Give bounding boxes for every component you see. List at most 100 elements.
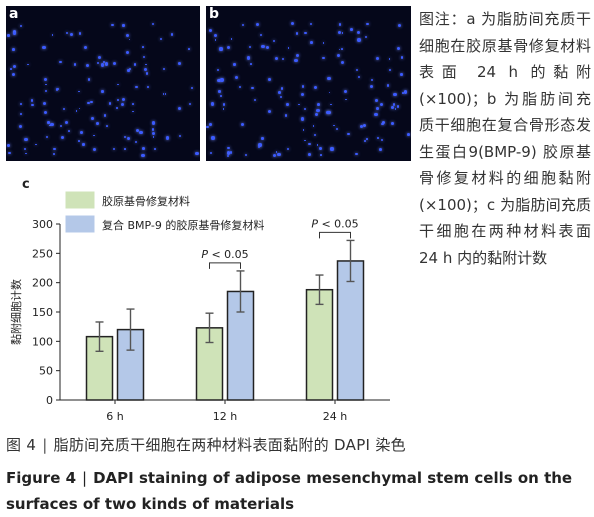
caption-cn-label: 图 4 bbox=[6, 436, 37, 454]
cell-nucleus bbox=[238, 85, 241, 88]
cell-nucleus bbox=[60, 135, 64, 140]
cell-nucleus bbox=[70, 32, 74, 36]
cell-nucleus bbox=[379, 148, 382, 151]
cell-nucleus bbox=[341, 32, 344, 35]
cell-nucleus bbox=[359, 124, 363, 128]
legend-label-1: 胶原基骨修复材料 bbox=[102, 194, 190, 208]
cell-nucleus bbox=[330, 147, 334, 151]
cell-nucleus bbox=[265, 45, 269, 49]
cell-nucleus bbox=[188, 47, 190, 50]
cell-nucleus bbox=[147, 86, 149, 89]
cell-nucleus bbox=[290, 22, 295, 26]
cell-nucleus bbox=[188, 103, 191, 106]
legend-label-2: 复合 BMP-9 的胶原基骨修复材料 bbox=[102, 218, 264, 232]
cell-nucleus bbox=[333, 124, 335, 127]
cell-nucleus bbox=[98, 56, 102, 60]
cell-nucleus bbox=[45, 135, 48, 139]
cell-nucleus bbox=[281, 87, 284, 90]
cell-nucleus bbox=[258, 145, 261, 149]
cell-nucleus bbox=[304, 139, 306, 142]
cell-nucleus bbox=[30, 99, 34, 102]
cell-nucleus bbox=[322, 56, 325, 60]
cell-nucleus bbox=[78, 140, 81, 142]
cell-nucleus bbox=[274, 57, 279, 61]
cell-nucleus bbox=[217, 79, 221, 83]
cell-nucleus bbox=[314, 86, 318, 90]
cell-nucleus bbox=[154, 148, 156, 151]
cell-nucleus bbox=[53, 147, 56, 151]
cell-nucleus bbox=[347, 132, 350, 136]
legend-swatch-2 bbox=[65, 215, 95, 233]
panel-label-a: a bbox=[9, 6, 19, 22]
cell-nucleus bbox=[82, 143, 85, 146]
micrograph-panel-b: b bbox=[206, 6, 411, 161]
cell-nucleus bbox=[103, 114, 107, 117]
cell-nucleus bbox=[286, 147, 290, 151]
cell-nucleus bbox=[356, 68, 359, 72]
cell-nucleus bbox=[90, 100, 93, 104]
caption-cn-text: 脂肪间充质干细胞在两种材料表面黏附的 DAPI 染色 bbox=[53, 436, 406, 454]
cell-nucleus bbox=[50, 122, 54, 127]
cell-nucleus bbox=[18, 124, 23, 129]
cell-nucleus bbox=[314, 112, 318, 116]
cell-nucleus bbox=[336, 54, 340, 58]
cell-nucleus bbox=[302, 129, 305, 131]
cell-nucleus bbox=[93, 134, 96, 137]
cell-nucleus bbox=[213, 33, 217, 37]
significance-label: P < 0.05 bbox=[201, 248, 248, 261]
figure-caption-en: Figure 4 | DAPI staining of adipose mesenc… bbox=[6, 465, 591, 517]
cell-nucleus bbox=[25, 152, 27, 155]
cell-nucleus bbox=[101, 90, 104, 93]
cell-nucleus bbox=[223, 103, 226, 106]
cell-nucleus bbox=[303, 108, 307, 111]
cell-nucleus bbox=[251, 86, 255, 90]
cell-nucleus bbox=[78, 32, 82, 36]
cell-nucleus bbox=[329, 103, 332, 106]
cell-nucleus bbox=[220, 78, 224, 82]
cell-nucleus bbox=[365, 35, 368, 38]
cell-nucleus bbox=[44, 78, 48, 82]
cell-nucleus bbox=[256, 23, 260, 27]
panel-label-b: b bbox=[209, 6, 220, 22]
cell-nucleus bbox=[357, 38, 361, 42]
cell-nucleus bbox=[301, 85, 304, 88]
cell-nucleus bbox=[151, 128, 154, 131]
cell-nucleus bbox=[7, 144, 10, 147]
cell-nucleus bbox=[279, 95, 282, 98]
cell-nucleus bbox=[55, 88, 59, 91]
cell-nucleus bbox=[327, 76, 331, 81]
cell-nucleus bbox=[135, 85, 139, 89]
cell-nucleus bbox=[108, 102, 112, 105]
cell-nucleus bbox=[20, 113, 23, 116]
legend-swatch-1 bbox=[65, 191, 95, 209]
cell-nucleus bbox=[339, 23, 342, 26]
cell-nucleus bbox=[31, 103, 35, 107]
cell-nucleus bbox=[49, 124, 52, 127]
cell-nucleus bbox=[246, 56, 251, 60]
cell-nucleus bbox=[301, 92, 305, 96]
figure-note: 图注：a 为脂肪间充质干细胞在胶原基骨修复材料表面 24 h 的黏附 (×100… bbox=[419, 10, 591, 267]
cell-nucleus bbox=[135, 128, 139, 132]
chart-panel-label: c bbox=[22, 177, 30, 192]
cell-nucleus bbox=[210, 102, 215, 106]
cell-nucleus bbox=[59, 60, 62, 64]
cell-nucleus bbox=[12, 72, 15, 76]
cell-nucleus bbox=[233, 63, 236, 66]
cell-nucleus bbox=[45, 83, 48, 86]
cell-nucleus bbox=[59, 124, 62, 127]
cell-nucleus bbox=[62, 108, 66, 111]
cell-nucleus bbox=[77, 90, 80, 93]
cell-nucleus bbox=[380, 138, 384, 142]
cell-nucleus bbox=[206, 125, 210, 129]
x-tick-label: 6 h bbox=[106, 410, 123, 423]
cell-nucleus bbox=[216, 68, 220, 72]
cell-nucleus bbox=[230, 38, 233, 40]
cell-nucleus bbox=[75, 109, 78, 112]
caption-cn-separator: | bbox=[42, 436, 48, 454]
cell-nucleus bbox=[209, 151, 212, 154]
cell-nucleus bbox=[80, 131, 83, 134]
cell-nucleus bbox=[326, 111, 330, 115]
cell-nucleus bbox=[344, 89, 348, 93]
cell-nucleus bbox=[166, 136, 170, 140]
cell-nucleus bbox=[277, 152, 281, 156]
